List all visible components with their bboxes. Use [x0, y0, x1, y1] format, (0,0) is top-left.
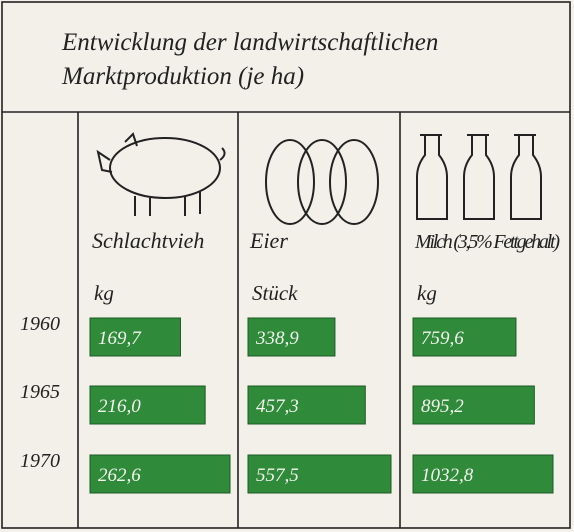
- page: Entwicklung der landwirtschaftlichen Mark…: [0, 0, 574, 532]
- value-label: 338,9: [255, 328, 299, 349]
- value-label: 216,0: [98, 396, 141, 417]
- value-label: 169,7: [98, 328, 142, 349]
- value-label: 557,5: [256, 465, 299, 486]
- series-name: Eier: [249, 228, 288, 253]
- chart: Entwicklung der landwirtschaftlichen Mark…: [0, 0, 574, 532]
- year-label: 1970: [20, 450, 60, 472]
- title-line: Marktproduktion (je ha): [61, 63, 304, 90]
- year-label: 1965: [20, 381, 60, 403]
- series-unit: kg: [417, 281, 437, 305]
- pig-icon: [98, 134, 225, 216]
- value-label: 895,2: [421, 396, 464, 417]
- bottle-icon: [417, 135, 541, 219]
- value-label: 262,6: [98, 465, 141, 486]
- value-label: 1032,8: [421, 465, 474, 486]
- series-name: Schlachtvieh: [92, 228, 204, 253]
- series-unit: Stück: [252, 281, 298, 305]
- chart-title: Entwicklung der landwirtschaftlichen Mark…: [61, 29, 438, 90]
- value-label: 759,6: [421, 328, 464, 349]
- title-line: Entwicklung der landwirtschaftlichen: [61, 29, 438, 56]
- egg-icon: [266, 140, 378, 224]
- series-name: Milch (3,5% Fettgehalt): [414, 231, 560, 253]
- series-unit: kg: [94, 281, 114, 305]
- year-label: 1960: [20, 313, 60, 335]
- value-label: 457,3: [256, 396, 299, 417]
